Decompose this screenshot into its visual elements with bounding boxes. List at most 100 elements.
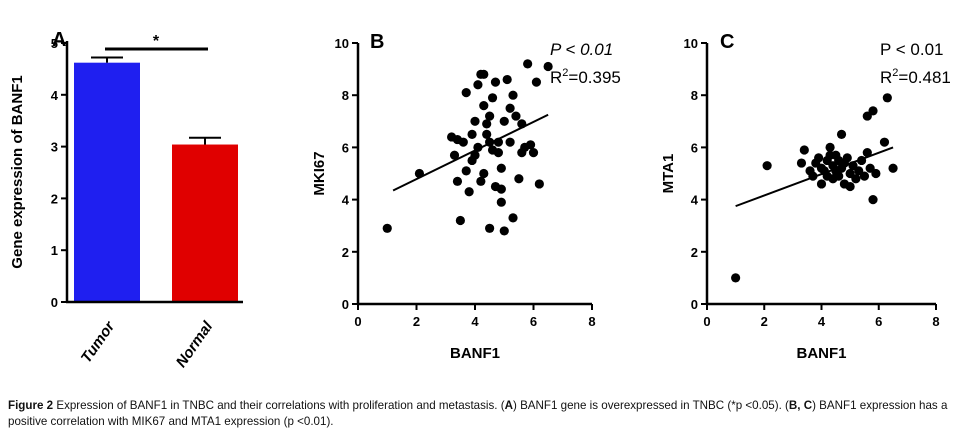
stat-p-value: P < 0.01 — [880, 40, 944, 59]
y-tick-label: 0 — [342, 297, 349, 312]
y-tick-label: 2 — [342, 245, 349, 260]
data-point — [485, 111, 495, 121]
y-tick-label: 0 — [691, 297, 698, 312]
data-point — [452, 176, 463, 186]
x-tick-label: 0 — [703, 314, 710, 329]
data-point — [796, 158, 807, 168]
y-axis-label: Gene expression of BANF1 — [9, 75, 26, 268]
panel-label-c: C — [720, 31, 734, 53]
x-tick-label: 6 — [875, 314, 882, 329]
data-point — [464, 187, 474, 197]
panel-label-b: B — [370, 31, 384, 53]
data-point — [514, 174, 524, 184]
y-tick-label: 3 — [51, 140, 58, 155]
y-tick-label: 6 — [342, 140, 349, 155]
y-tick-label: 8 — [691, 88, 698, 103]
y-axis-label: MKI67 — [311, 151, 328, 195]
data-point — [496, 197, 506, 207]
y-tick-label: 1 — [51, 243, 58, 258]
data-point — [871, 168, 881, 179]
data-point — [511, 111, 521, 121]
stat-r-value: =0.395 — [568, 68, 620, 87]
data-point — [505, 137, 515, 147]
data-point — [528, 148, 539, 158]
data-point — [473, 80, 483, 90]
data-point — [487, 93, 498, 103]
data-point — [479, 69, 489, 79]
y-tick-label: 6 — [691, 140, 698, 155]
data-point — [482, 129, 492, 139]
data-point — [493, 148, 503, 158]
x-tick-label: 4 — [471, 314, 479, 329]
data-point — [476, 176, 486, 186]
data-point — [470, 150, 480, 160]
data-point — [467, 129, 477, 139]
stat-r-value: =0.481 — [898, 68, 950, 87]
x-tick-label: 2 — [761, 314, 768, 329]
data-point — [868, 195, 878, 205]
data-point — [461, 166, 471, 176]
stat-r-squared: R2=0.481 — [880, 67, 951, 87]
data-point — [525, 140, 536, 150]
data-point — [414, 168, 425, 179]
y-tick-label: 10 — [684, 36, 698, 51]
data-point — [485, 223, 495, 233]
x-tick-label: 4 — [818, 314, 826, 329]
y-tick-label: 2 — [691, 245, 698, 260]
stat-r-superscript: 2 — [562, 67, 568, 79]
x-tick-label: 2 — [413, 314, 420, 329]
data-point — [517, 119, 527, 129]
x-tick-label: 8 — [932, 314, 939, 329]
data-point — [508, 90, 518, 100]
caption-bc-label: B, C — [788, 399, 813, 412]
y-tick-label: 4 — [51, 88, 59, 103]
x-axis-label: BANF1 — [796, 345, 846, 362]
data-point — [502, 74, 512, 85]
data-point — [499, 116, 509, 126]
data-point — [868, 106, 878, 116]
figure: A Tumor Normal 0 1 2 3 4 5 Gene expression of BAN… — [9, 29, 951, 371]
data-point — [496, 184, 506, 194]
panel-c: C 0 2 4 6 8 10 0 2 4 6 8 BANF1 MTA1 P < 0.01 R2=0.481 — [660, 31, 951, 362]
data-point — [816, 179, 827, 189]
caption-text-1: Expression of BANF1 in TNBC and their co… — [53, 399, 505, 412]
data-point — [851, 174, 861, 184]
stat-p-value: P < 0.01 — [550, 40, 613, 59]
data-point — [479, 168, 489, 179]
data-point — [799, 145, 809, 155]
caption-a-label: A — [504, 399, 513, 412]
stat-r-label: R — [550, 68, 562, 87]
data-point — [470, 116, 480, 126]
data-point — [882, 93, 892, 103]
y-axis-label: MTA1 — [660, 154, 677, 194]
x-tick-label-tumor: Tumor — [78, 318, 119, 367]
caption-figure-label: Figure 2 — [8, 399, 54, 412]
y-tick-label: 4 — [691, 193, 699, 208]
data-point — [461, 87, 471, 98]
bar-tumor — [74, 62, 140, 303]
y-tick-label: 8 — [342, 88, 349, 103]
data-point — [814, 153, 824, 163]
data-point — [508, 213, 518, 223]
y-tick-label: 2 — [51, 191, 58, 206]
data-point — [862, 148, 872, 158]
data-point — [479, 101, 489, 111]
data-point — [458, 137, 468, 147]
data-point — [879, 137, 890, 147]
data-point — [523, 59, 533, 69]
x-tick-label: 8 — [588, 314, 595, 329]
x-tick-label-normal: Normal — [173, 318, 217, 371]
data-point — [834, 171, 844, 181]
data-point — [808, 171, 818, 181]
caption-text-2: ) BANF1 gene is overexpressed in TNBC (*… — [512, 399, 789, 412]
significance-marker: * — [153, 33, 160, 50]
data-point — [842, 153, 852, 163]
data-point — [485, 137, 495, 147]
y-tick-label: 0 — [51, 295, 58, 310]
data-point — [382, 223, 392, 233]
caption-text-3: ) BANF1 expression has a positive correl… — [8, 399, 948, 428]
data-point — [762, 161, 772, 171]
data-point — [455, 215, 465, 226]
data-point — [534, 179, 544, 189]
stat-r-squared: R2=0.395 — [550, 67, 621, 87]
